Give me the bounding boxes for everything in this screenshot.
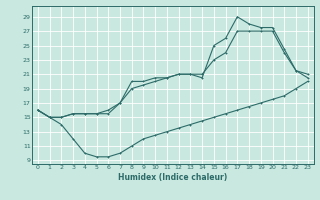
X-axis label: Humidex (Indice chaleur): Humidex (Indice chaleur) [118,173,228,182]
